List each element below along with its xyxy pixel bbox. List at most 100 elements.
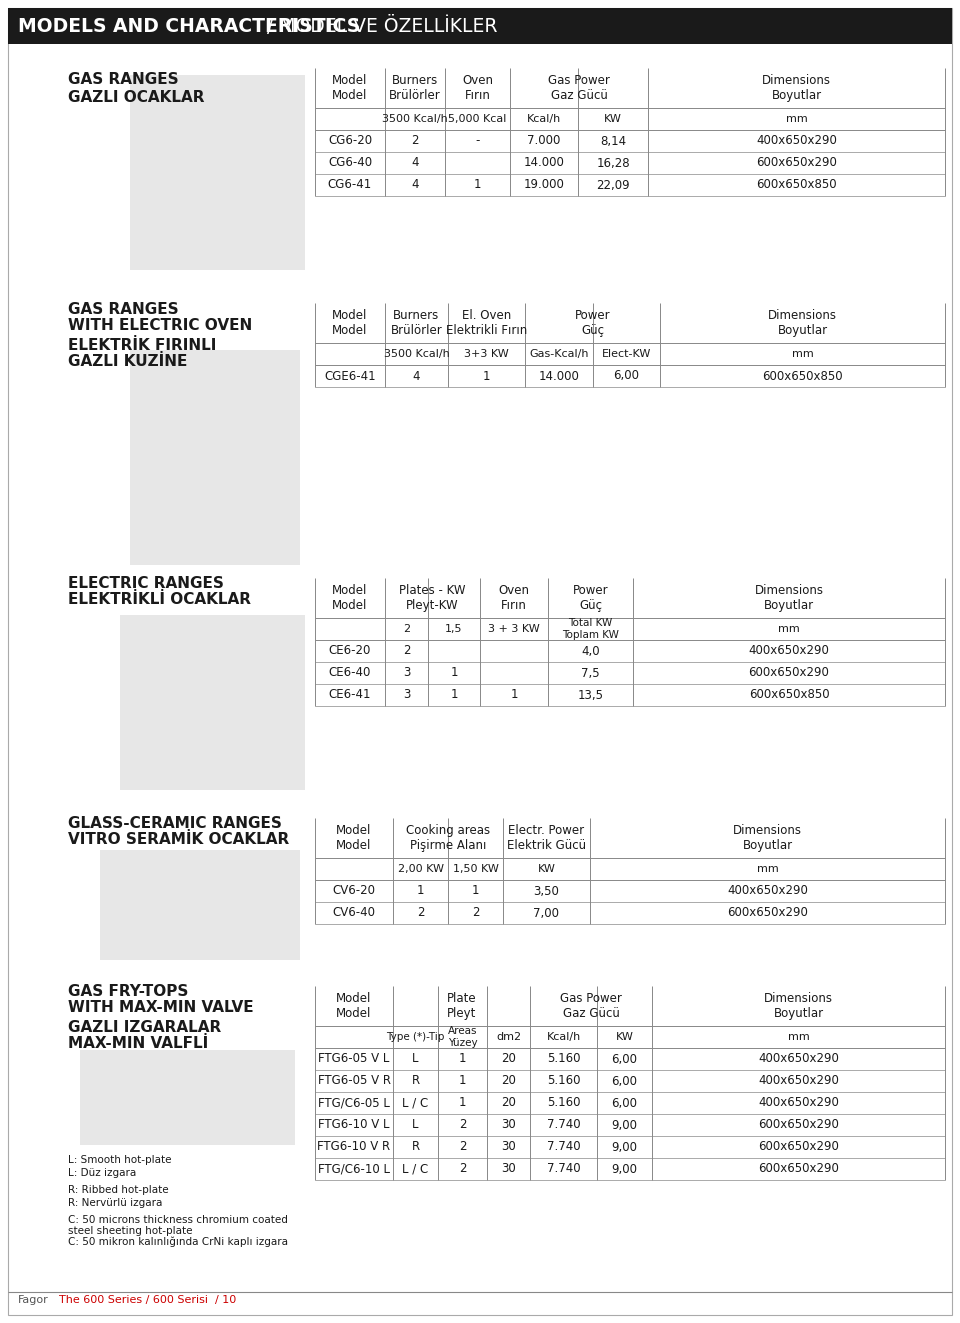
Text: C: 50 microns thickness chromium coated: C: 50 microns thickness chromium coated <box>68 1215 288 1225</box>
Text: 5,000 Kcal: 5,000 Kcal <box>448 114 507 124</box>
Text: 7,5: 7,5 <box>581 667 600 680</box>
Text: ELEKTRİK FIRINLI: ELEKTRİK FIRINLI <box>68 337 216 352</box>
Text: 4: 4 <box>411 156 419 169</box>
Text: Total KW
Toplam KW: Total KW Toplam KW <box>562 618 619 640</box>
Text: Plate
Pleyt: Plate Pleyt <box>446 992 476 1020</box>
Text: 2,00 KW: 2,00 KW <box>397 864 444 875</box>
Text: R: R <box>412 1140 420 1154</box>
Text: FTG6-10 V R: FTG6-10 V R <box>318 1140 391 1154</box>
Text: 400x650x290: 400x650x290 <box>758 1097 839 1110</box>
Text: KW: KW <box>538 864 556 875</box>
Text: 6,00: 6,00 <box>612 1053 637 1065</box>
Text: 2: 2 <box>459 1163 467 1176</box>
Text: Dimensions
Boyutlar: Dimensions Boyutlar <box>768 310 837 337</box>
Text: Plates - KW
Pleyt-KW: Plates - KW Pleyt-KW <box>399 583 466 613</box>
Text: 3500 Kcal/h: 3500 Kcal/h <box>382 114 448 124</box>
Text: 4: 4 <box>411 179 419 192</box>
Text: dm2: dm2 <box>496 1032 521 1043</box>
Text: Dimensions
Boyutlar: Dimensions Boyutlar <box>733 824 802 852</box>
Text: 1: 1 <box>459 1097 467 1110</box>
Text: 400x650x290: 400x650x290 <box>758 1074 839 1088</box>
Text: 6,00: 6,00 <box>612 1074 637 1088</box>
Text: 22,09: 22,09 <box>596 179 630 192</box>
Text: 16,28: 16,28 <box>596 156 630 169</box>
Text: FTG/C6-05 L: FTG/C6-05 L <box>318 1097 390 1110</box>
Text: CE6-40: CE6-40 <box>329 667 372 680</box>
Text: mm: mm <box>756 864 779 875</box>
Text: L: L <box>412 1053 419 1065</box>
Text: steel sheeting hot-plate: steel sheeting hot-plate <box>68 1226 193 1236</box>
Text: Model
Model: Model Model <box>332 74 368 102</box>
Text: Cooking areas
Pişirme Alanı: Cooking areas Pişirme Alanı <box>406 824 490 852</box>
Text: MODELS AND CHARACTERISTICS: MODELS AND CHARACTERISTICS <box>18 16 360 36</box>
Text: 5.160: 5.160 <box>547 1097 580 1110</box>
Text: Dimensions
Boyutlar: Dimensions Boyutlar <box>755 583 824 613</box>
Text: GAS RANGES: GAS RANGES <box>68 73 179 87</box>
Text: 7.740: 7.740 <box>546 1140 580 1154</box>
Text: 400x650x290: 400x650x290 <box>727 885 808 897</box>
Text: GAS RANGES: GAS RANGES <box>68 302 179 316</box>
Text: mm: mm <box>779 624 800 634</box>
Text: 2: 2 <box>459 1118 467 1131</box>
Text: 7.740: 7.740 <box>546 1163 580 1176</box>
Text: L: L <box>412 1118 419 1131</box>
Bar <box>100 849 300 960</box>
Text: Type (*)-Tip: Type (*)-Tip <box>386 1032 444 1043</box>
Text: 4,0: 4,0 <box>581 644 600 658</box>
Text: 600x650x290: 600x650x290 <box>749 667 829 680</box>
Text: The 600 Series / 600 Serisi  / 10: The 600 Series / 600 Serisi / 10 <box>52 1295 236 1304</box>
Text: Oven
Fırın: Oven Fırın <box>498 583 530 613</box>
Text: 9,00: 9,00 <box>612 1140 637 1154</box>
Text: 7.740: 7.740 <box>546 1118 580 1131</box>
Text: 1: 1 <box>483 369 491 382</box>
Text: 6,00: 6,00 <box>612 1097 637 1110</box>
Text: -: - <box>475 135 480 147</box>
Text: 20: 20 <box>501 1053 516 1065</box>
Text: VITRO SERAMİK OCAKLAR: VITRO SERAMİK OCAKLAR <box>68 832 289 848</box>
Text: Power
Güç: Power Güç <box>573 583 609 613</box>
Text: KW: KW <box>604 114 622 124</box>
Text: Gas Power
Gaz Gücü: Gas Power Gaz Gücü <box>548 74 610 102</box>
Text: Burners
Brülörler: Burners Brülörler <box>391 310 443 337</box>
Text: Dimensions
Boyutlar: Dimensions Boyutlar <box>764 992 833 1020</box>
Text: CG6-40: CG6-40 <box>328 156 372 169</box>
Bar <box>130 75 305 270</box>
Text: Oven
Fırın: Oven Fırın <box>462 74 493 102</box>
Text: Model
Model: Model Model <box>332 583 368 613</box>
Text: 400x650x290: 400x650x290 <box>758 1053 839 1065</box>
Text: 6,00: 6,00 <box>613 369 639 382</box>
Text: 1,5: 1,5 <box>445 624 463 634</box>
Text: 2: 2 <box>403 644 410 658</box>
Text: / MODEL VE ÖZELLİKLER: / MODEL VE ÖZELLİKLER <box>261 16 497 36</box>
Text: 2: 2 <box>411 135 419 147</box>
Text: 20: 20 <box>501 1097 516 1110</box>
Text: 14.000: 14.000 <box>523 156 564 169</box>
Text: 1: 1 <box>471 885 479 897</box>
Text: 3: 3 <box>403 688 410 701</box>
Text: 2: 2 <box>403 624 410 634</box>
Text: 1: 1 <box>511 688 517 701</box>
Text: WITH ELECTRIC OVEN: WITH ELECTRIC OVEN <box>68 318 252 332</box>
Text: 5.160: 5.160 <box>547 1074 580 1088</box>
Text: 600x650x290: 600x650x290 <box>758 1163 839 1176</box>
Text: mm: mm <box>792 349 813 359</box>
Text: Fagor: Fagor <box>18 1295 49 1304</box>
Text: 4: 4 <box>413 369 420 382</box>
Text: CE6-20: CE6-20 <box>329 644 372 658</box>
Text: 20: 20 <box>501 1074 516 1088</box>
Text: 5.160: 5.160 <box>547 1053 580 1065</box>
Text: 600x650x290: 600x650x290 <box>758 1118 839 1131</box>
Text: C: 50 mikron kalınlığında CrNi kaplı izgara: C: 50 mikron kalınlığında CrNi kaplı izg… <box>68 1237 288 1248</box>
Text: GAZLI OCAKLAR: GAZLI OCAKLAR <box>68 90 204 105</box>
Text: 1: 1 <box>459 1053 467 1065</box>
Text: FTG6-05 V L: FTG6-05 V L <box>319 1053 390 1065</box>
Text: CV6-20: CV6-20 <box>332 885 375 897</box>
Text: 600x650x290: 600x650x290 <box>756 156 837 169</box>
Text: CGE6-41: CGE6-41 <box>324 369 375 382</box>
Text: 9,00: 9,00 <box>612 1118 637 1131</box>
Text: L: Smooth hot-plate: L: Smooth hot-plate <box>68 1155 172 1166</box>
Text: 30: 30 <box>501 1118 516 1131</box>
Text: 600x650x850: 600x650x850 <box>749 688 829 701</box>
Text: WITH MAX-MIN VALVE: WITH MAX-MIN VALVE <box>68 1000 253 1016</box>
Text: MAX-MIN VALFLİ: MAX-MIN VALFLİ <box>68 1036 208 1052</box>
